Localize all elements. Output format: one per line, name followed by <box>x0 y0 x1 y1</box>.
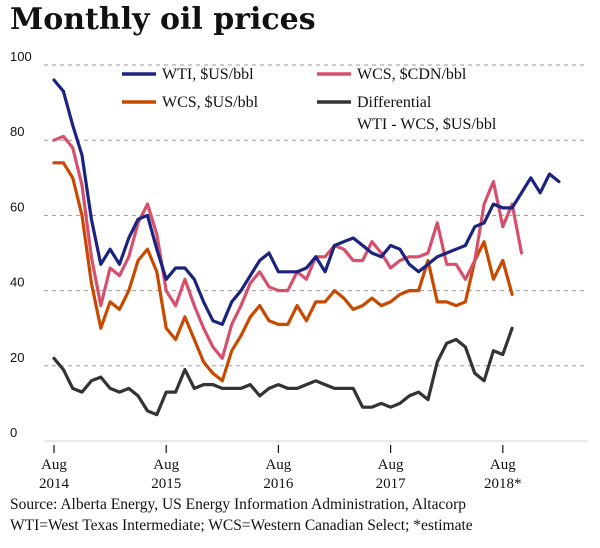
x-tick-label: Aug <box>265 457 291 473</box>
y-tick-label: 100 <box>10 49 32 64</box>
x-tick-year: 2018* <box>484 476 522 492</box>
x-tick-year: 2016 <box>263 476 294 492</box>
x-tick-label: Aug <box>41 457 67 473</box>
series-lines <box>52 78 561 417</box>
x-tick-label: Aug <box>378 457 404 473</box>
x-tick-year: 2015 <box>151 476 181 492</box>
x-tick-year: 2017 <box>376 476 407 492</box>
footnote-line: WTI=West Texas Intermediate; WCS=Western… <box>10 517 473 534</box>
y-axis-ticks: 0 20 40 60 80 100 <box>10 49 32 440</box>
y-tick-label: 80 <box>10 124 24 139</box>
y-tick-label: 20 <box>10 350 24 365</box>
source-line: Source: Alberta Energy, US Energy Inform… <box>10 496 467 513</box>
legend-label-wti: WTI, $US/bbl <box>162 66 254 83</box>
legend: WTI, $US/bbl WCS, $CDN/bbl WCS, $US/bbl … <box>122 66 497 133</box>
legend-label-differential-unit: WTI - WCS, $US/bbl <box>357 116 497 133</box>
grid-lines <box>44 64 588 442</box>
y-tick-label: 0 <box>10 425 17 440</box>
x-axis-ticks: Aug 2014 Aug 2015 Aug 2016 Aug 2017 Aug 2018* <box>39 445 522 492</box>
x-tick-label: Aug <box>490 457 516 473</box>
chart-title: Monthly oil prices <box>10 2 316 37</box>
y-tick-label: 60 <box>10 199 24 214</box>
series-line-2 <box>52 161 514 383</box>
series-line-1 <box>52 134 524 360</box>
series-line-3 <box>52 326 514 417</box>
legend-label-wcs-us: WCS, $US/bbl <box>162 94 259 111</box>
series-line-0 <box>52 78 561 326</box>
y-tick-label: 40 <box>10 275 24 290</box>
x-tick-label: Aug <box>153 457 179 473</box>
legend-label-wcs-cdn: WCS, $CDN/bbl <box>357 66 467 83</box>
line-chart: 0 20 40 60 80 100 Aug 2014 Aug 2015 Aug 2016 Aug 201… <box>10 49 588 492</box>
legend-label-differential: Differential <box>357 94 432 111</box>
source-note: Source: Alberta Energy, US Energy Inform… <box>10 494 595 536</box>
x-tick-year: 2014 <box>39 476 70 492</box>
